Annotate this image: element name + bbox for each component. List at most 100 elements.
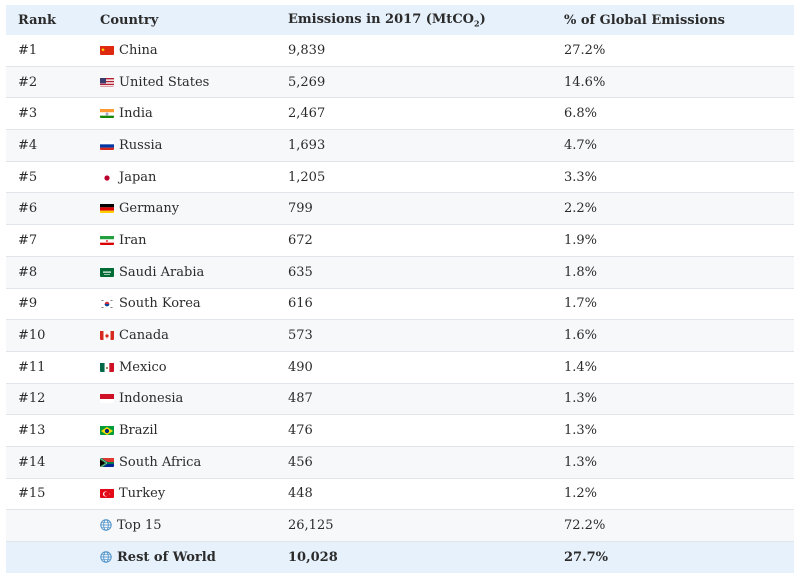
cell-share: 72.2%: [564, 510, 794, 542]
cell-emissions: 2,467: [288, 98, 564, 130]
cell-share: 1.3%: [564, 383, 794, 415]
cell-emissions: 1,693: [288, 130, 564, 162]
country-name: Germany: [119, 201, 179, 216]
header-share: % of Global Emissions: [564, 5, 794, 35]
cell-emissions: 487: [288, 383, 564, 415]
cell-country: Canada: [100, 320, 288, 352]
cell-emissions: 490: [288, 351, 564, 383]
cell-share: 14.6%: [564, 66, 794, 98]
cell-country: Turkey: [100, 478, 288, 510]
country-name: Indonesia: [119, 391, 183, 406]
country-name: South Africa: [119, 455, 201, 470]
cell-rank: #4: [6, 130, 100, 162]
cell-emissions: 456: [288, 446, 564, 478]
cell-share: 1.8%: [564, 256, 794, 288]
cell-share: 6.8%: [564, 98, 794, 130]
flag-mexico-icon: [100, 362, 114, 372]
header-emissions-label: Emissions in 2017 (MtCO: [288, 12, 474, 27]
cell-country: Saudi Arabia: [100, 256, 288, 288]
cell-share: 1.2%: [564, 478, 794, 510]
country-name: Turkey: [119, 486, 165, 501]
cell-rank: #9: [6, 288, 100, 320]
emissions-table: Rank Country Emissions in 2017 (MtCO2) %…: [6, 5, 794, 573]
cell-country: Iran: [100, 225, 288, 257]
cell-emissions: 9,839: [288, 35, 564, 66]
country-name: Canada: [119, 328, 169, 343]
cell-share: 27.7%: [564, 542, 794, 573]
country-name: India: [119, 106, 153, 121]
cell-emissions: 5,269: [288, 66, 564, 98]
cell-share: 4.7%: [564, 130, 794, 162]
cell-rank: #5: [6, 161, 100, 193]
cell-emissions: 616: [288, 288, 564, 320]
header-emissions: Emissions in 2017 (MtCO2): [288, 5, 564, 35]
flag-india-icon: [100, 108, 114, 118]
cell-share: 1.6%: [564, 320, 794, 352]
cell-emissions: 1,205: [288, 161, 564, 193]
globe-icon: [100, 551, 112, 563]
flag-turkey-icon: [100, 488, 114, 498]
cell-rank: #1: [6, 35, 100, 66]
cell-rank: #3: [6, 98, 100, 130]
cell-rank: #13: [6, 415, 100, 447]
cell-rank: #14: [6, 446, 100, 478]
cell-rank: #8: [6, 256, 100, 288]
cell-country: Germany: [100, 193, 288, 225]
cell-share: 1.7%: [564, 288, 794, 320]
cell-share: 3.3%: [564, 161, 794, 193]
cell-country: Russia: [100, 130, 288, 162]
cell-rank: #10: [6, 320, 100, 352]
cell-share: 1.9%: [564, 225, 794, 257]
cell-country: Brazil: [100, 415, 288, 447]
country-name: Japan: [119, 170, 156, 185]
flag-china-icon: [100, 45, 114, 55]
cell-country: China: [100, 35, 288, 66]
cell-rank: #2: [6, 66, 100, 98]
header-rank: Rank: [6, 5, 100, 35]
cell-country: United States: [100, 66, 288, 98]
flag-brazil-icon: [100, 425, 114, 435]
cell-rank: #11: [6, 351, 100, 383]
header-country: Country: [100, 5, 288, 35]
cell-country: Japan: [100, 161, 288, 193]
cell-emissions: 10,028: [288, 542, 564, 573]
country-name: Top 15: [117, 518, 161, 533]
flag-south-africa-icon: [100, 457, 114, 467]
cell-emissions: 672: [288, 225, 564, 257]
cell-emissions: 799: [288, 193, 564, 225]
cell-rank: [6, 510, 100, 542]
cell-share: 1.3%: [564, 415, 794, 447]
flag-russia-icon: [100, 140, 114, 150]
cell-country: South Africa: [100, 446, 288, 478]
country-name: China: [119, 43, 158, 58]
flag-united-states-icon: [100, 77, 114, 87]
cell-country: Top 15: [100, 510, 288, 542]
cell-emissions: 573: [288, 320, 564, 352]
cell-rank: #12: [6, 383, 100, 415]
cell-rank: [6, 542, 100, 573]
cell-rank: #6: [6, 193, 100, 225]
cell-emissions: 26,125: [288, 510, 564, 542]
country-name: Iran: [119, 233, 146, 248]
flag-iran-icon: [100, 235, 114, 245]
cell-country: Indonesia: [100, 383, 288, 415]
flag-japan-icon: [100, 172, 114, 182]
cell-country: South Korea: [100, 288, 288, 320]
flag-germany-icon: [100, 203, 114, 213]
country-name: Russia: [119, 138, 162, 153]
cell-country: Mexico: [100, 351, 288, 383]
